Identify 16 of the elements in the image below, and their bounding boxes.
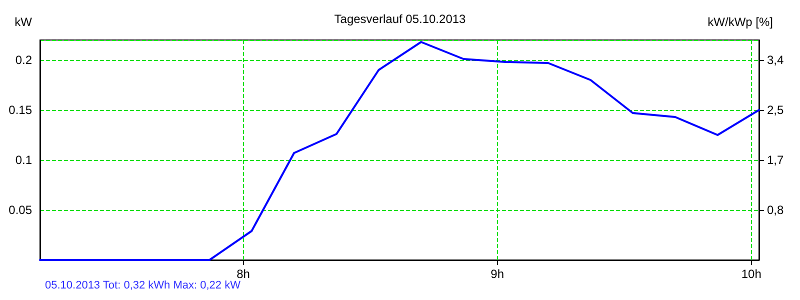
y2-tick-label: 2,5 [767, 103, 784, 117]
x-tick-label: 10h [741, 267, 762, 281]
y2-axis-title: kW/kWp [%] [708, 15, 773, 29]
y-tick-label: 0.2 [15, 53, 32, 67]
y2-tick-label: 3,4 [767, 53, 784, 67]
y-tick-label: 0.1 [15, 153, 32, 167]
x-tick-label: 8h [236, 267, 250, 281]
y-axis-title: kW [14, 15, 33, 29]
y-tick-label: 0.15 [8, 103, 32, 117]
y2-tick-label: 0,8 [767, 203, 784, 217]
x-tick-label: 9h [490, 267, 504, 281]
y-tick-label: 0.05 [8, 203, 32, 217]
chart-title: Tagesverlauf 05.10.2013 [334, 12, 466, 26]
line-series [39, 41, 760, 261]
text: 05.10.2013 Tot: 0,32 kWh Max: 0,22 kW [45, 280, 242, 292]
y2-tick-label: 1,7 [767, 153, 784, 167]
